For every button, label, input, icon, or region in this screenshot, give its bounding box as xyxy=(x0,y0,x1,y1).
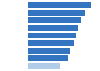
Bar xyxy=(28,10,85,16)
Bar xyxy=(28,25,78,31)
Bar xyxy=(28,2,91,8)
Bar xyxy=(28,63,60,69)
Bar xyxy=(28,40,74,46)
Bar xyxy=(28,55,68,61)
Bar xyxy=(28,48,70,54)
Bar xyxy=(28,33,76,38)
Bar xyxy=(28,17,81,23)
